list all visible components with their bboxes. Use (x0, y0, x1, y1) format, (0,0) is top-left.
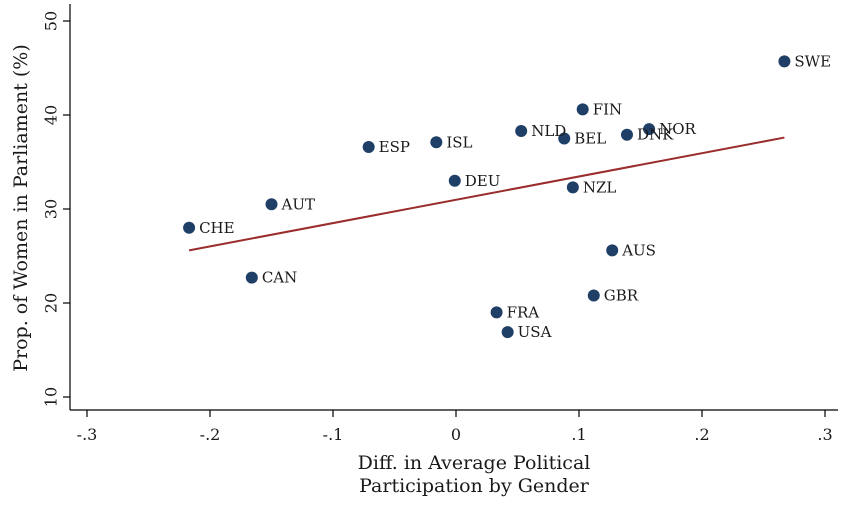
point-can (245, 271, 258, 284)
point-aus (606, 244, 619, 257)
x-tick-label: 0 (451, 425, 461, 444)
point-dnk (620, 128, 633, 141)
point-aut (265, 198, 278, 211)
y-tick-label: 20 (42, 293, 61, 313)
point-nzl (566, 181, 579, 194)
point-label-usa: USA (518, 323, 552, 341)
point-label-aus: AUS (621, 241, 656, 259)
x-tick-label: .1 (571, 425, 586, 444)
x-axis-title-line-1: Diff. in Average Political (358, 452, 591, 474)
x-tick-label: .3 (817, 425, 832, 444)
point-fra (490, 306, 503, 319)
point-label-aut: AUT (281, 195, 315, 213)
point-label-che: CHE (199, 219, 235, 237)
point-fin (576, 103, 589, 116)
point-nld (515, 124, 528, 137)
point-bel (558, 132, 571, 145)
y-tick-label: 10 (42, 387, 61, 407)
point-usa (501, 326, 514, 339)
point-label-fra: FRA (507, 303, 540, 321)
point-label-gbr: GBR (604, 286, 639, 304)
point-label-bel: BEL (574, 130, 606, 148)
point-label-deu: DEU (465, 172, 501, 190)
point-label-nor: NOR (659, 120, 696, 138)
axes: -.3 -.2 -.1 0 .1 .2 .3 10 20 30 40 50 (42, 4, 838, 444)
y-axis-title: Prop. of Women in Parliament (%) (10, 44, 32, 372)
x-tick-label: -.3 (77, 425, 98, 444)
point-deu (448, 174, 461, 187)
point-label-fin: FIN (593, 100, 622, 118)
data-points (183, 55, 791, 339)
point-nor (643, 123, 656, 136)
fit-line-group (188, 136, 785, 252)
point-gbr (587, 289, 600, 302)
point-label-dnk: DNK (637, 126, 674, 144)
y-tick-label: 40 (42, 105, 61, 125)
x-axis-title-line-2: Participation by Gender (359, 475, 590, 497)
point-label-can: CAN (262, 269, 297, 287)
point-label-isl: ISL (446, 133, 472, 151)
point-che (183, 221, 196, 234)
point-label-nld: NLD (531, 122, 566, 140)
point-swe (778, 55, 791, 68)
y-tick-label: 50 (42, 11, 61, 31)
x-tick-label: -.1 (323, 425, 344, 444)
point-label-nzl: NZL (583, 178, 617, 196)
x-tick-label: .2 (694, 425, 709, 444)
x-tick-label: -.2 (200, 425, 221, 444)
fit-line (188, 136, 785, 252)
point-isl (430, 136, 443, 149)
point-label-esp: ESP (379, 138, 410, 156)
y-tick-label: 30 (42, 199, 61, 219)
point-esp (362, 140, 375, 153)
point-label-swe: SWE (794, 52, 831, 70)
